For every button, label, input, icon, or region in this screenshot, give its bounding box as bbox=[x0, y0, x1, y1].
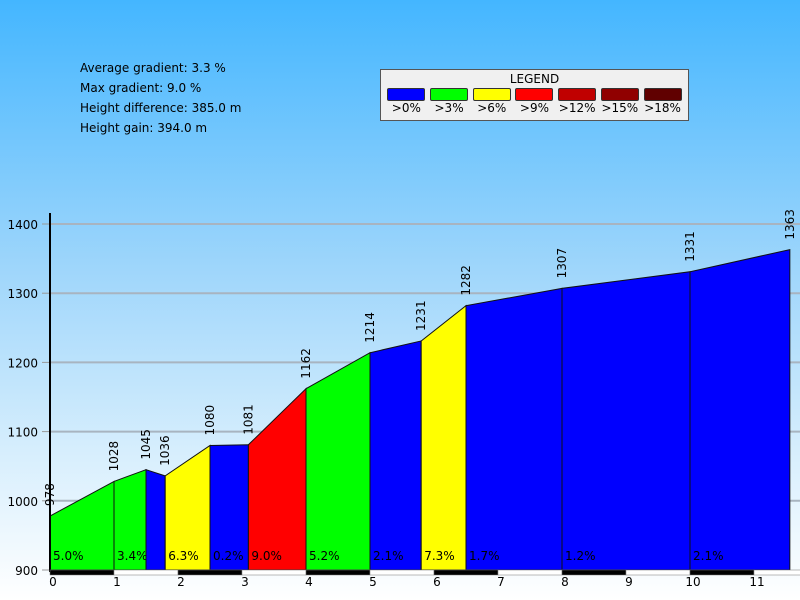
elevation-label: 1081 bbox=[241, 404, 255, 435]
height-difference: Height difference: 385.0 m bbox=[80, 101, 242, 115]
legend-swatch bbox=[472, 88, 511, 101]
profile-segment bbox=[689, 248, 791, 571]
legend-item: >0% bbox=[386, 88, 426, 115]
profile-segment bbox=[369, 340, 422, 571]
km-scale-bar bbox=[497, 569, 563, 576]
elevation-label: 1282 bbox=[459, 265, 473, 296]
elevation-label: 1162 bbox=[299, 348, 313, 379]
stats-panel: Average gradient: 3.3 % Max gradient: 9.… bbox=[80, 58, 241, 138]
x-tick-label: 7 bbox=[497, 575, 505, 589]
x-tick-label: 2 bbox=[177, 575, 185, 589]
y-tick-label: 1100 bbox=[7, 426, 38, 440]
segment-grade-label: 2.1% bbox=[693, 549, 724, 563]
elevation-label: 1363 bbox=[783, 209, 797, 240]
legend-label: >18% bbox=[644, 101, 681, 115]
km-scale-bar bbox=[305, 569, 371, 576]
segment-grade-label: 0.2% bbox=[213, 549, 244, 563]
legend: LEGEND >0% >3% >6% >9% >12% >15% >18% bbox=[380, 69, 689, 121]
elevation-label: 1231 bbox=[414, 300, 428, 331]
average-gradient: Average gradient: 3.3 % bbox=[80, 61, 226, 75]
x-tick-label: 8 bbox=[561, 575, 569, 589]
height-gain: Height gain: 394.0 m bbox=[80, 121, 208, 135]
km-scale-bar bbox=[369, 569, 435, 576]
elevation-label: 1331 bbox=[683, 231, 697, 262]
segment-grade-label: 9.0% bbox=[251, 549, 282, 563]
legend-item: >6% bbox=[472, 88, 512, 115]
profile-segment bbox=[465, 287, 563, 571]
x-tick-label: 1 bbox=[113, 575, 121, 589]
legend-title: LEGEND bbox=[509, 72, 560, 86]
elevation-label: 1307 bbox=[555, 248, 569, 279]
x-tick-label: 0 bbox=[49, 575, 57, 589]
segment-grade-label: 5.2% bbox=[309, 549, 340, 563]
legend-label: >0% bbox=[391, 101, 421, 115]
legend-item: >3% bbox=[429, 88, 469, 115]
segment-grade-label: 7.3% bbox=[424, 549, 455, 563]
segment-grade-label: 1.2% bbox=[565, 549, 596, 563]
profile-segment bbox=[305, 351, 371, 571]
x-tick-label: 9 bbox=[625, 575, 633, 589]
legend-items: >0% >3% >6% >9% >12% >15% >18% bbox=[381, 88, 688, 115]
legend-swatch bbox=[558, 88, 597, 101]
legend-label: >15% bbox=[601, 101, 639, 115]
segment-grade-label: 2.1% bbox=[373, 549, 404, 563]
y-tick-label: 1200 bbox=[7, 356, 38, 370]
elevation-label: 1045 bbox=[139, 429, 153, 460]
y-tick-label: 1400 bbox=[7, 218, 38, 232]
profile-segment bbox=[247, 387, 307, 571]
legend-swatch bbox=[643, 88, 682, 101]
legend-item: >12% bbox=[557, 88, 597, 115]
km-scale-bar bbox=[753, 569, 800, 576]
legend-swatch bbox=[515, 88, 554, 101]
x-tick-label: 10 bbox=[685, 575, 700, 589]
km-scale-bar bbox=[625, 569, 691, 576]
segment-grade-label: 5.0% bbox=[53, 549, 84, 563]
segment-grade-label: 3.4% bbox=[117, 549, 148, 563]
elevation-label: 1028 bbox=[107, 441, 121, 472]
km-scale-bar bbox=[49, 569, 115, 576]
km-scale-bar bbox=[177, 569, 243, 576]
km-scale-bar bbox=[561, 569, 627, 576]
profile-segment bbox=[561, 271, 691, 571]
segment-grade-label: 6.3% bbox=[168, 549, 199, 563]
y-tick-label: 1300 bbox=[7, 287, 38, 301]
km-scale-bar bbox=[241, 569, 307, 576]
elevation-label: 1080 bbox=[203, 405, 217, 436]
legend-item: >15% bbox=[600, 88, 640, 115]
km-scale-bar bbox=[113, 569, 179, 576]
legend-item: >9% bbox=[514, 88, 554, 115]
x-tick-label: 6 bbox=[433, 575, 441, 589]
legend-label: >3% bbox=[434, 101, 464, 115]
segment-grade-label: 1.7% bbox=[469, 549, 500, 563]
legend-item: >18% bbox=[643, 88, 683, 115]
elevation-label: 1036 bbox=[158, 435, 172, 466]
x-tick-label: 3 bbox=[241, 575, 249, 589]
x-tick-label: 4 bbox=[305, 575, 313, 589]
legend-swatch bbox=[387, 88, 426, 101]
elevation-label: 1214 bbox=[363, 312, 377, 343]
x-tick-label: 5 bbox=[369, 575, 377, 589]
y-tick-label: 900 bbox=[15, 564, 38, 578]
km-scale-bar bbox=[433, 569, 499, 576]
y-tick-label: 1000 bbox=[7, 495, 38, 509]
max-gradient: Max gradient: 9.0 % bbox=[80, 81, 202, 95]
profile-segment bbox=[145, 468, 166, 571]
legend-label: >9% bbox=[519, 101, 549, 115]
legend-label: >6% bbox=[477, 101, 507, 115]
legend-label: >12% bbox=[558, 101, 596, 115]
legend-swatch bbox=[600, 88, 639, 101]
profile-segment bbox=[420, 304, 467, 571]
legend-swatch bbox=[430, 88, 469, 101]
x-tick-label: 11 bbox=[749, 575, 764, 589]
